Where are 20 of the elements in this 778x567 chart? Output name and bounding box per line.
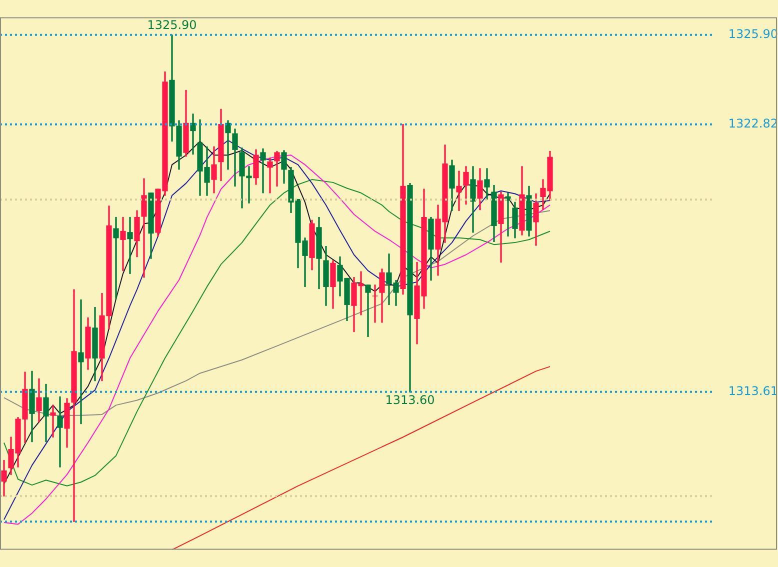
candlestick xyxy=(190,114,196,155)
candlestick xyxy=(372,284,378,323)
y-tick-label: 1322.82 xyxy=(728,116,778,130)
candlestick xyxy=(78,299,84,424)
candlestick xyxy=(127,216,133,274)
y-tick-label: 1313.61 xyxy=(728,384,778,398)
annotation: 1313.60 xyxy=(385,393,435,408)
candlestick xyxy=(71,289,77,522)
candlestick xyxy=(141,178,147,278)
candlestick xyxy=(456,170,462,211)
candlestick xyxy=(120,216,126,272)
annotation: 1325.90 xyxy=(147,18,197,32)
y-tick-label: 1325.90 xyxy=(728,27,778,42)
candlestick xyxy=(260,148,266,194)
candlestick xyxy=(225,120,231,170)
candlestick xyxy=(267,158,273,194)
candlestick xyxy=(365,284,371,337)
candlestick xyxy=(113,216,119,300)
candlestick xyxy=(57,396,63,468)
candlestick xyxy=(50,404,56,438)
